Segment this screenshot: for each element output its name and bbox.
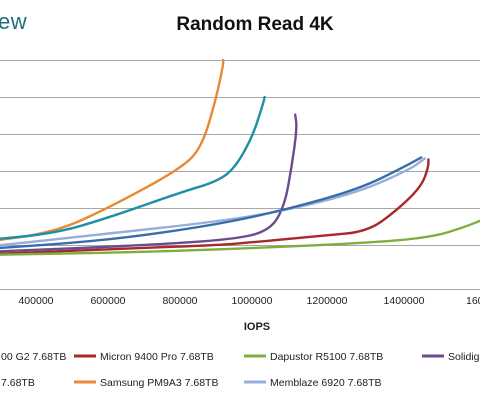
legend-label: Samsung PM9A3 7.68TB bbox=[100, 377, 218, 389]
brand-logo-text: ew bbox=[0, 9, 28, 34]
series-line bbox=[0, 95, 266, 240]
x-tick-label: 800000 bbox=[162, 295, 197, 307]
x-tick-label: 1200000 bbox=[307, 295, 348, 307]
legend-label: Dapustor R5100 7.68TB bbox=[270, 351, 383, 363]
legend-label: 7.68TB bbox=[1, 377, 35, 389]
legend-label: Solidigm bbox=[448, 351, 480, 363]
x-tick-label: 1400000 bbox=[384, 295, 425, 307]
x-tick-label: 1000000 bbox=[232, 295, 273, 307]
legend-label: 00 G2 7.68TB bbox=[1, 351, 66, 363]
series-line bbox=[0, 156, 423, 250]
legend-label: Micron 9400 Pro 7.68TB bbox=[100, 351, 214, 363]
series-line bbox=[0, 158, 430, 255]
series-lines bbox=[0, 58, 480, 256]
legend: 00 G2 7.68TB Micron 9400 Pro 7.68TB Dapust… bbox=[1, 351, 480, 389]
x-tick-label: 1600 bbox=[466, 295, 480, 307]
legend-label: Memblaze 6920 7.68TB bbox=[270, 377, 381, 389]
gridlines bbox=[0, 60, 480, 290]
x-tick-label: 600000 bbox=[90, 295, 125, 307]
x-axis-ticks: 400000 600000 800000 1000000 1200000 1400000 1… bbox=[18, 295, 480, 307]
chart-title: Random Read 4K bbox=[176, 14, 334, 35]
series-line bbox=[0, 219, 480, 256]
x-tick-label: 400000 bbox=[18, 295, 53, 307]
series-line bbox=[0, 58, 225, 242]
x-axis-label: IOPS bbox=[244, 321, 270, 333]
series-line bbox=[0, 113, 298, 253]
